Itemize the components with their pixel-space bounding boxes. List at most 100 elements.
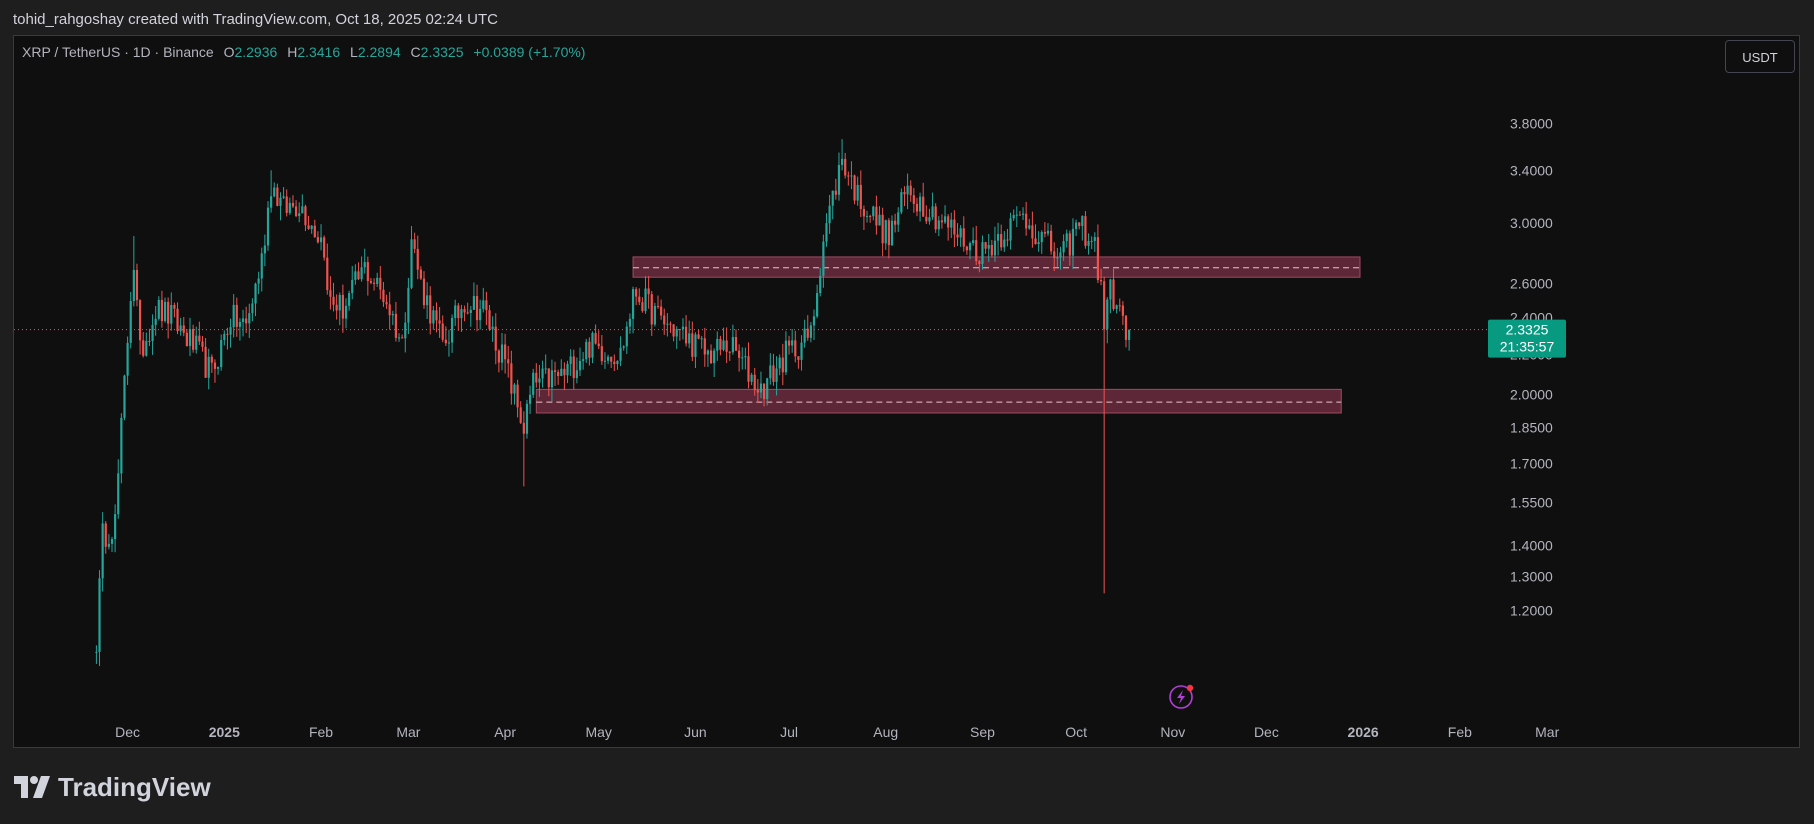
candle[interactable]: [454, 299, 457, 326]
candle[interactable]: [101, 512, 104, 592]
candle[interactable]: [756, 379, 759, 403]
candle[interactable]: [691, 321, 694, 362]
candle[interactable]: [766, 377, 769, 406]
candle[interactable]: [591, 331, 594, 364]
candle[interactable]: [198, 321, 201, 345]
candle[interactable]: [825, 213, 828, 247]
candle[interactable]: [110, 536, 114, 553]
candle[interactable]: [522, 411, 525, 487]
candle[interactable]: [151, 314, 154, 355]
candle[interactable]: [432, 305, 435, 330]
resistance-zone[interactable]: [632, 256, 1361, 278]
chart-pane[interactable]: 3.80003.40003.00002.60002.40002.20002.00…: [13, 35, 1800, 748]
candle[interactable]: [585, 338, 588, 363]
candle[interactable]: [407, 277, 410, 335]
candle[interactable]: [865, 210, 869, 223]
candle[interactable]: [1000, 224, 1003, 251]
candle[interactable]: [429, 286, 432, 335]
candle[interactable]: [597, 330, 600, 350]
candle[interactable]: [644, 276, 647, 314]
candle[interactable]: [426, 282, 429, 320]
candle[interactable]: [613, 354, 616, 371]
candle[interactable]: [188, 317, 192, 357]
candle[interactable]: [831, 190, 834, 220]
candle[interactable]: [1128, 329, 1131, 351]
candle[interactable]: [684, 315, 688, 347]
candle[interactable]: [482, 287, 485, 313]
candle[interactable]: [844, 152, 847, 179]
candle[interactable]: [416, 235, 419, 280]
candle[interactable]: [372, 278, 376, 291]
candle[interactable]: [897, 207, 900, 232]
candle[interactable]: [519, 401, 522, 424]
candle[interactable]: [650, 290, 653, 336]
candle[interactable]: [276, 183, 279, 207]
candle[interactable]: [940, 214, 944, 229]
candle[interactable]: [1003, 231, 1006, 252]
candle[interactable]: [210, 354, 213, 373]
candle[interactable]: [525, 399, 529, 439]
candle[interactable]: [117, 459, 120, 519]
candle[interactable]: [410, 226, 413, 290]
symbol-info[interactable]: XRP / TetherUS · 1D · Binance: [22, 44, 214, 60]
candle[interactable]: [541, 360, 544, 388]
candle[interactable]: [1043, 222, 1046, 238]
candle[interactable]: [781, 343, 784, 386]
candle[interactable]: [107, 534, 110, 550]
candle[interactable]: [123, 374, 126, 421]
candle[interactable]: [335, 294, 338, 320]
candle[interactable]: [1093, 232, 1096, 252]
candle[interactable]: [956, 223, 959, 247]
candle[interactable]: [257, 271, 260, 295]
candle[interactable]: [1068, 230, 1071, 266]
candle[interactable]: [700, 335, 703, 349]
candle[interactable]: [1053, 242, 1056, 271]
candle[interactable]: [628, 313, 632, 334]
candle[interactable]: [394, 301, 398, 342]
candle[interactable]: [379, 266, 382, 300]
candle[interactable]: [1081, 215, 1084, 241]
candle[interactable]: [1050, 224, 1053, 255]
candle[interactable]: [1106, 297, 1109, 344]
candle[interactable]: [856, 176, 859, 206]
candle[interactable]: [344, 298, 348, 329]
candle[interactable]: [772, 353, 775, 386]
candle[interactable]: [728, 351, 731, 361]
candle[interactable]: [444, 326, 447, 347]
candle[interactable]: [376, 272, 379, 288]
candle[interactable]: [238, 318, 242, 341]
candle[interactable]: [207, 348, 210, 390]
candle[interactable]: [173, 302, 176, 318]
tradingview-brand[interactable]: TradingView: [14, 770, 211, 804]
candle[interactable]: [500, 333, 504, 371]
candle[interactable]: [837, 152, 841, 201]
candle[interactable]: [753, 367, 756, 396]
candle[interactable]: [348, 290, 351, 311]
candle[interactable]: [126, 336, 129, 385]
candle[interactable]: [962, 216, 965, 252]
candle[interactable]: [513, 382, 516, 405]
candle[interactable]: [563, 362, 566, 391]
candle[interactable]: [538, 364, 541, 397]
candle[interactable]: [285, 189, 288, 217]
candle[interactable]: [631, 286, 635, 334]
candle[interactable]: [419, 266, 422, 281]
candle[interactable]: [953, 210, 956, 248]
candle[interactable]: [341, 284, 344, 333]
candle[interactable]: [638, 288, 641, 306]
candle[interactable]: [273, 182, 276, 198]
candle[interactable]: [553, 361, 557, 386]
candle[interactable]: [560, 359, 563, 377]
candle[interactable]: [975, 225, 978, 266]
candle[interactable]: [129, 291, 132, 349]
candle[interactable]: [469, 305, 472, 327]
candle[interactable]: [479, 299, 482, 330]
candle[interactable]: [294, 200, 298, 218]
candle[interactable]: [887, 218, 890, 259]
candle[interactable]: [488, 304, 491, 331]
candle[interactable]: [494, 313, 497, 365]
candle[interactable]: [422, 271, 426, 309]
candle[interactable]: [903, 186, 906, 207]
candle[interactable]: [304, 204, 307, 232]
candle[interactable]: [1090, 236, 1093, 250]
